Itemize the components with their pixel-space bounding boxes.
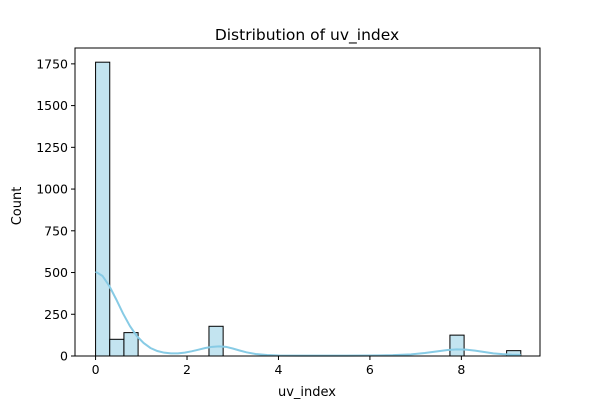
- y-tick-label: 0: [60, 349, 68, 364]
- x-tick-label: 6: [366, 362, 374, 377]
- y-tick-label: 750: [44, 223, 68, 238]
- kde-curve: [95, 270, 521, 357]
- y-tick-label: 1750: [36, 56, 68, 71]
- y-tick-label: 1250: [36, 140, 68, 155]
- y-tick-label: 1000: [36, 182, 68, 197]
- histogram-bars: [95, 61, 522, 357]
- x-axis-ticks: 0 2 4 6 8: [92, 356, 465, 377]
- y-axis-label: Count: [10, 187, 25, 226]
- x-tick-label: 2: [183, 362, 191, 377]
- y-tick-label: 1500: [36, 98, 68, 113]
- x-axis-label: uv_index: [278, 385, 336, 400]
- y-tick-label: 500: [44, 265, 68, 280]
- histogram-bar: [449, 334, 465, 357]
- x-tick-label: 0: [92, 362, 100, 377]
- y-tick-label: 250: [44, 307, 68, 322]
- chart-title: Distribution of uv_index: [215, 26, 399, 45]
- histogram-bar: [208, 325, 224, 357]
- histogram-bar: [109, 338, 125, 357]
- axes: [74, 47, 541, 357]
- plot-frame: [74, 47, 541, 357]
- x-tick-label: 4: [274, 362, 282, 377]
- x-tick-label: 8: [457, 362, 465, 377]
- y-axis-ticks: 0 250 500 750 1000 1250 1500 1750: [36, 56, 75, 364]
- histogram-bar: [95, 61, 111, 357]
